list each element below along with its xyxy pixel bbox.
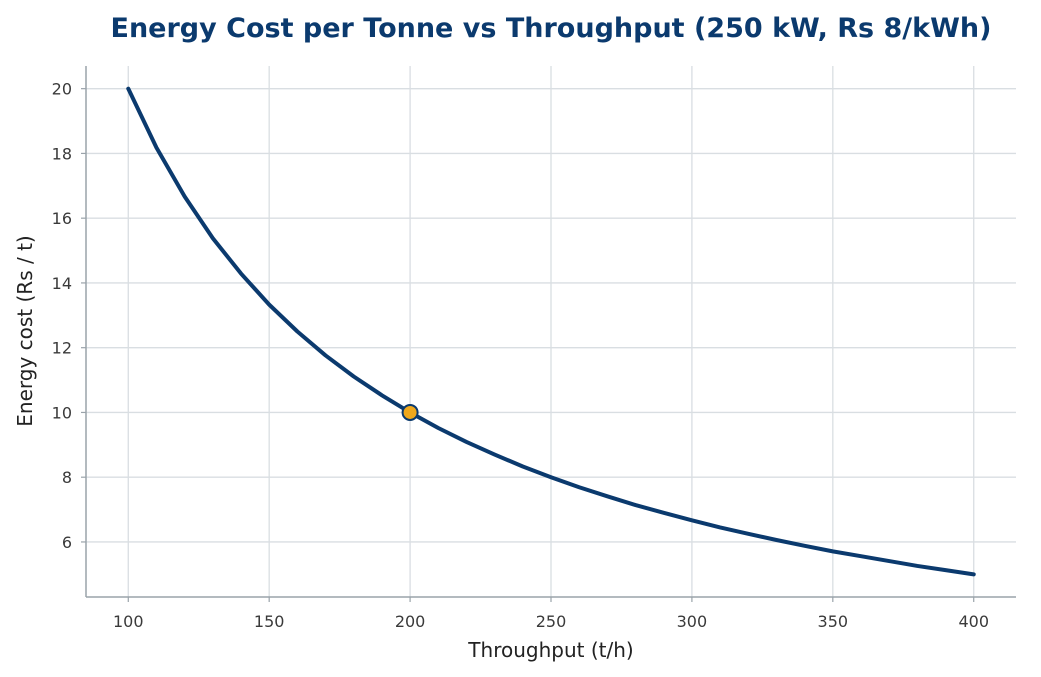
y-axis-label: Energy cost (Rs / t): [13, 235, 37, 426]
x-tick-label: 250: [536, 612, 567, 631]
x-axis-label: Throughput (t/h): [467, 638, 633, 662]
y-tick-label: 20: [52, 80, 72, 99]
y-tick-label: 12: [52, 339, 72, 358]
y-tick-label: 16: [52, 209, 72, 228]
y-tick-label: 8: [62, 468, 72, 487]
highlight-point-marker: [401, 403, 419, 421]
grid: [86, 66, 1016, 597]
y-tick-label: 6: [62, 533, 72, 552]
x-tick-label: 350: [818, 612, 849, 631]
chart-title: Energy Cost per Tonne vs Throughput (250…: [111, 13, 992, 44]
y-tick-label: 18: [52, 144, 72, 163]
series: [126, 86, 976, 577]
y-tick-label: 10: [52, 403, 72, 422]
x-tick-label: 100: [113, 612, 144, 631]
x-tick-label: 150: [254, 612, 285, 631]
ticks: 100 150 200 250 300 350 400 6 8 10 12 14 16 18 20: [52, 80, 989, 631]
x-tick-label: 300: [677, 612, 708, 631]
series-line: [126, 86, 976, 577]
x-tick-label: 200: [395, 612, 426, 631]
x-tick-label: 400: [958, 612, 989, 631]
y-tick-label: 14: [52, 274, 72, 293]
